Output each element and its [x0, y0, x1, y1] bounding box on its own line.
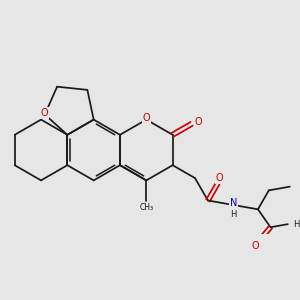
Text: H: H: [230, 210, 237, 219]
Text: O: O: [215, 173, 223, 183]
Text: N: N: [230, 199, 237, 208]
Text: CH₃: CH₃: [139, 202, 153, 211]
Text: O: O: [142, 113, 150, 123]
Text: H: H: [293, 220, 300, 229]
Text: O: O: [252, 241, 260, 251]
Text: O: O: [41, 108, 49, 118]
Text: O: O: [194, 117, 202, 127]
